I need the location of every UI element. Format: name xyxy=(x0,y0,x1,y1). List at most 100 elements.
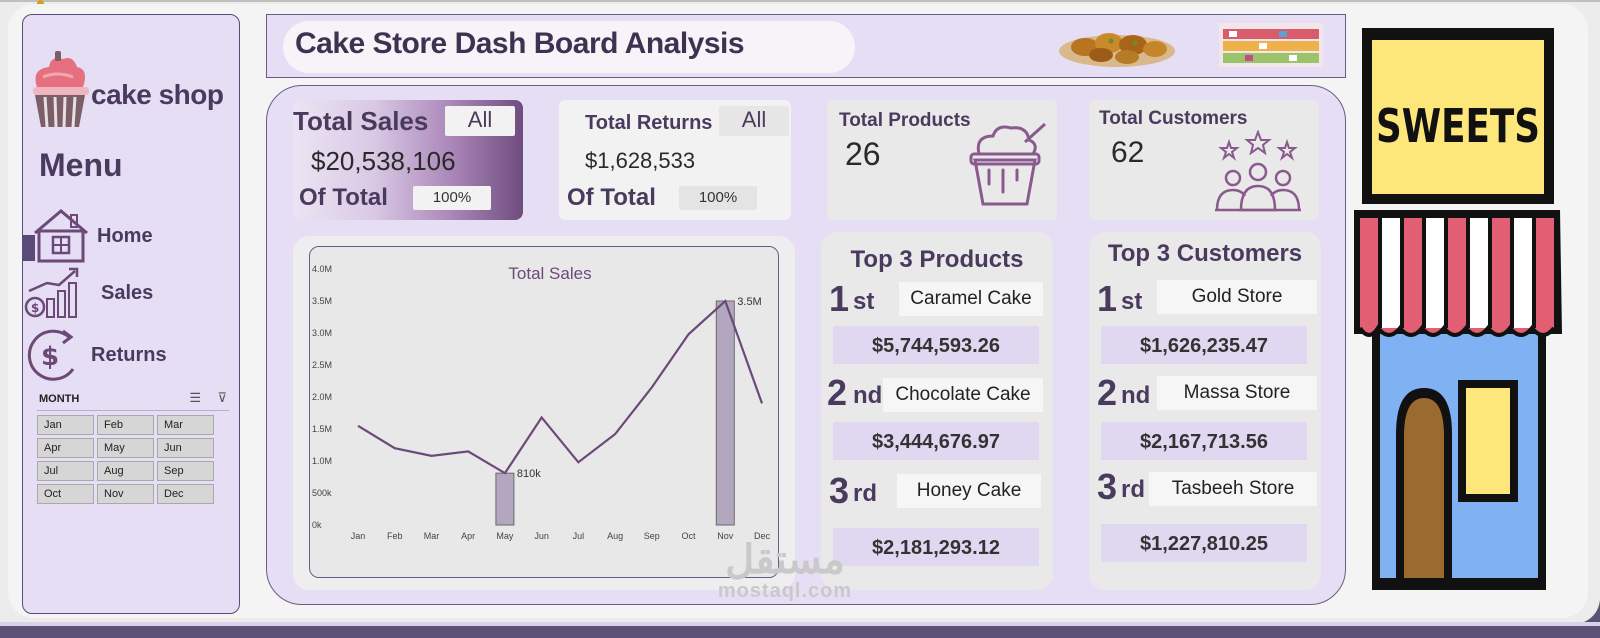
slicer-item[interactable]: Dec xyxy=(157,484,214,504)
slicer-item[interactable]: Jan xyxy=(37,415,94,435)
kpi-sales-filter[interactable]: All xyxy=(445,106,515,136)
product-rank-number: 3 xyxy=(829,470,850,511)
x-tick-label: Sep xyxy=(644,531,660,541)
x-tick-label: Jun xyxy=(534,531,549,541)
customer-name: Massa Store xyxy=(1157,376,1317,410)
kpi-sales-value: $20,538,106 xyxy=(311,146,456,176)
svg-text:$: $ xyxy=(41,342,59,372)
x-tick-label: Nov xyxy=(717,531,734,541)
y-tick-label: 1.0M xyxy=(312,456,332,466)
top-products-panel: Top 3 Products 1 st Caramel Cake $5,744,… xyxy=(821,232,1053,590)
y-tick-label: 3.0M xyxy=(312,328,332,338)
ice-cream-cup-icon xyxy=(969,122,1047,206)
customer-name: Gold Store xyxy=(1157,280,1317,314)
kpi-products-value: 26 xyxy=(845,136,881,172)
clear-filter-icon[interactable]: ⊽ xyxy=(217,390,227,405)
kpi-returns-filter[interactable]: All xyxy=(719,106,789,136)
nav-home[interactable]: Home xyxy=(23,209,153,263)
nav-sales-label: Sales xyxy=(101,281,154,304)
sales-line-chart: Total Sales 0k 500k 1.0M 1.5M 2.0M 2.5M 3.0M 3.5… xyxy=(312,264,771,541)
y-tick-label: 2.5M xyxy=(312,360,332,370)
kpi-returns-label: Total Returns xyxy=(585,112,713,134)
y-tick-label: 1.5M xyxy=(312,424,332,434)
y-tick-label: 2.0M xyxy=(312,392,332,402)
data-label: 810k xyxy=(517,468,541,480)
slicer-item[interactable]: Feb xyxy=(97,415,154,435)
kpi-total-products: Total Products 26 xyxy=(827,100,1057,220)
kpi-sales-pct: 100% xyxy=(413,186,491,210)
highlight-bar xyxy=(715,300,735,526)
kpi-returns-of-total: Of Total xyxy=(567,184,656,211)
x-tick-label: Jul xyxy=(573,531,585,541)
y-tick-label: 500k xyxy=(312,488,332,498)
top-customers-title: Top 3 Customers xyxy=(1107,240,1303,267)
kpi-total-customers: Total Customers 62 xyxy=(1089,100,1319,220)
nav-returns-label: Returns xyxy=(91,343,167,366)
x-tick-label: Mar xyxy=(424,531,440,541)
chart-title: Total Sales xyxy=(508,264,591,283)
x-tick-label: Apr xyxy=(461,531,475,541)
slicer-item[interactable]: Nov xyxy=(97,484,154,504)
slicer-item[interactable]: Jun xyxy=(157,438,214,458)
customer-value: $1,227,810.25 xyxy=(1101,524,1307,562)
series-line xyxy=(357,299,764,475)
slicer-item[interactable]: Jul xyxy=(37,461,94,481)
slicer-item[interactable]: May xyxy=(97,438,154,458)
bottom-border xyxy=(0,622,1600,626)
slicer-item[interactable]: Mar xyxy=(157,415,214,435)
main-panel: Total Sales All $20,538,106 Of Total 100… xyxy=(266,85,1346,605)
kpi-customers-label: Total Customers xyxy=(1099,108,1248,129)
customer-rank-suffix: st xyxy=(1121,288,1143,315)
y-tick-label: 3.5M xyxy=(312,296,332,306)
pastries-image xyxy=(1059,33,1175,67)
sales-chart: Total Sales 0k 500k 1.0M 1.5M 2.0M 2.5M 3.0M 3.5… xyxy=(309,246,779,578)
menu-title: Menu xyxy=(39,147,123,183)
slicer-item[interactable]: Sep xyxy=(157,461,214,481)
slicer-item[interactable]: Oct xyxy=(37,484,94,504)
house-icon xyxy=(23,209,88,263)
customer-rank-number: 3 xyxy=(1097,466,1118,507)
watermark-latin: mostaql.com xyxy=(717,580,853,602)
top-customers-panel: Top 3 Customers 1 st Gold Store $1,626,2… xyxy=(1089,232,1321,590)
product-value: $5,744,593.26 xyxy=(833,326,1039,364)
y-tick-label: 0k xyxy=(312,520,322,530)
x-tick-label: Jan xyxy=(351,531,366,541)
slicer-item[interactable]: Aug xyxy=(97,461,154,481)
kpi-returns-value: $1,628,533 xyxy=(585,148,696,173)
kpi-total-sales: Total Sales All $20,538,106 Of Total 100… xyxy=(293,100,523,220)
x-tick-label: May xyxy=(496,531,514,541)
product-name: Caramel Cake xyxy=(899,282,1043,316)
customers-stars-icon xyxy=(1215,130,1301,212)
header-banner: Cake Store Dash Board Analysis xyxy=(266,14,1346,78)
kpi-customers-value: 62 xyxy=(1111,136,1145,169)
kpi-products-label: Total Products xyxy=(839,110,971,131)
kpi-sales-of-total: Of Total xyxy=(299,184,388,211)
x-tick-label: Dec xyxy=(754,531,771,541)
nav-sales[interactable]: $ Sales xyxy=(23,265,153,321)
multi-select-icon[interactable]: ☰ xyxy=(189,390,201,405)
slicer-item[interactable]: Apr xyxy=(37,438,94,458)
chart-container: Total Sales 0k 500k 1.0M 1.5M 2.0M 2.5M 3.0M 3.5… xyxy=(293,236,795,590)
slicer-header: MONTH ☰ ⊽ xyxy=(37,387,229,411)
x-tick-label: Oct xyxy=(682,531,697,541)
svg-text:$: $ xyxy=(31,301,39,315)
product-value: $2,181,293.12 xyxy=(833,528,1039,566)
customer-rank-suffix: nd xyxy=(1121,382,1151,409)
customer-name: Tasbeeh Store xyxy=(1149,472,1317,506)
page-title: Cake Store Dash Board Analysis xyxy=(295,27,745,60)
sweets-shop-icon: SWEETS xyxy=(1354,28,1562,590)
customer-rank-suffix: rd xyxy=(1121,476,1145,503)
product-rank-suffix: nd xyxy=(853,382,883,409)
nav-returns[interactable]: $ Returns xyxy=(23,327,167,383)
product-rank-suffix: st xyxy=(853,288,875,315)
customer-rank-number: 2 xyxy=(1097,372,1118,413)
corner-marker xyxy=(37,0,44,7)
customer-value: $2,167,713.56 xyxy=(1101,422,1307,460)
x-tick-label: Aug xyxy=(607,531,623,541)
x-tick-label: Feb xyxy=(387,531,403,541)
sweets-display-image xyxy=(1219,23,1323,67)
kpi-returns-pct: 100% xyxy=(679,186,757,210)
customer-value: $1,626,235.47 xyxy=(1101,326,1307,364)
sales-chart-icon: $ xyxy=(24,267,79,318)
nav-home-label: Home xyxy=(97,224,153,247)
